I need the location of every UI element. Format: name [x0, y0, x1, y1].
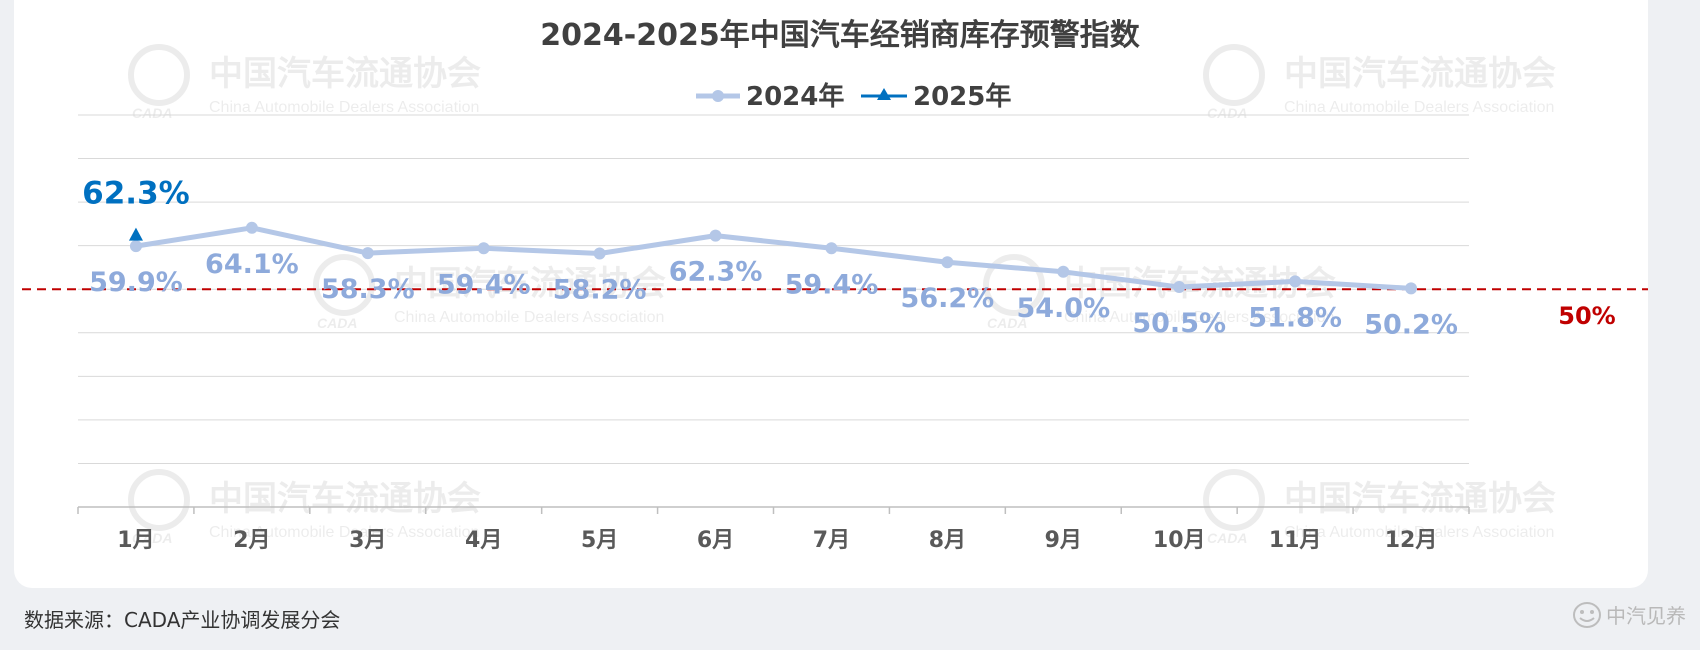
x-tick-label: 4月 — [465, 528, 502, 553]
watermark-en: China Automobile Dealers Association — [209, 524, 479, 541]
watermark-cn: 中国汽车流通协会 — [209, 54, 481, 94]
series-2024-point — [1057, 265, 1070, 278]
brand-text: 中汽见养 — [1606, 604, 1686, 628]
series-2024-point — [1173, 281, 1186, 294]
x-tick-label: 5月 — [581, 528, 618, 553]
series-2024-point — [129, 240, 142, 253]
x-tick-label: 3月 — [349, 528, 386, 553]
watermark-logo-icon — [313, 254, 375, 316]
watermark-cn: 中国汽车流通协会 — [394, 264, 666, 304]
series-2025-point — [128, 227, 143, 241]
series-2024-point — [245, 221, 258, 234]
legend-item-2025: 2025年 — [861, 81, 1011, 112]
watermark-cn: 中国汽车流通协会 — [1284, 479, 1556, 519]
watermark-logo-text: CADA — [132, 530, 172, 546]
x-tick-label: 2月 — [233, 528, 270, 553]
series-2024-data-label: 64.1% — [205, 249, 299, 280]
series-2024-data-label: 51.8% — [1248, 302, 1342, 333]
series-2024-data-label: 50.5% — [1132, 308, 1226, 339]
x-tick-label: 11月 — [1269, 528, 1322, 553]
series-layer — [128, 221, 1418, 295]
legend: 2024年 2025年 — [696, 81, 1011, 112]
legend-item-2024: 2024年 — [696, 81, 844, 112]
x-tick-label: 6月 — [697, 528, 734, 553]
x-tick-label: 1月 — [117, 528, 154, 553]
x-tick-label: 12月 — [1385, 528, 1438, 553]
watermark-en: China Automobile Dealers Association — [209, 99, 479, 116]
watermark-logo-text: CADA — [1207, 105, 1247, 121]
chart-card: 中国汽车流通协会 China Automobile Dealers Associa… — [14, 0, 1648, 588]
series-2024-data-label: 59.4% — [437, 269, 531, 300]
watermark-en: China Automobile Dealers Association — [394, 309, 664, 326]
x-axis: 1月 2月 3月 4月 5月 6月 7月 8月 9月 10月 11月 12月 — [77, 506, 1470, 553]
watermark-en: China Automobile Dealers Association — [1284, 99, 1554, 116]
watermark-logo-text: CADA — [132, 105, 172, 121]
watermark-cn: 中国汽车流通协会 — [209, 479, 481, 519]
series-2024-point — [593, 247, 606, 260]
watermark: 中国汽车流通协会 China Automobile Dealers Associa… — [313, 254, 666, 331]
series-2024-point — [477, 242, 490, 255]
chart-title: 2024-2025年中国汽车经销商库存预警指数 — [540, 18, 1140, 53]
series-2024-data-label: 56.2% — [901, 283, 995, 314]
series-2024-data-label: 59.9% — [89, 267, 183, 298]
smiley-logo-icon — [1573, 601, 1601, 628]
series-2024-point — [361, 247, 374, 260]
series-2024-point — [1289, 275, 1302, 288]
legend-2025-marker — [877, 88, 891, 100]
watermark-en: China Automobile Dealers Association — [1284, 524, 1554, 541]
x-tick-label: 8月 — [929, 528, 966, 553]
brand-mark: 中汽见养 — [1572, 600, 1686, 629]
series-2024-point — [825, 242, 838, 255]
x-tick-label: 7月 — [813, 528, 850, 553]
series-2024-point — [941, 256, 954, 269]
threshold-label: 50% — [1558, 302, 1615, 330]
series-2024-data-label: 50.2% — [1364, 309, 1458, 340]
watermark-logo-icon — [1203, 469, 1265, 531]
watermark: 中国汽车流通协会 China Automobile Dealers Associa… — [128, 469, 481, 546]
watermark: 中国汽车流通协会 China Automobile Dealers Associa… — [128, 44, 481, 121]
series-2024-data-label: 58.3% — [321, 274, 415, 305]
watermark-en: China Automobile Dealers Association — [1064, 309, 1334, 326]
series-2024-data-label: 54.0% — [1016, 293, 1110, 324]
watermark-logo-icon — [983, 254, 1045, 316]
watermark-logo-text: CADA — [317, 315, 357, 331]
watermark-layer: 中国汽车流通协会 China Automobile Dealers Associa… — [128, 44, 1556, 546]
watermark-logo-icon — [1203, 44, 1265, 106]
series-2024-data-label: 58.2% — [553, 275, 647, 306]
series-2024-line — [135, 225, 1412, 291]
watermark-logo-text: CADA — [987, 315, 1027, 331]
watermark: 中国汽车流通协会 China Automobile Dealers Associa… — [1203, 469, 1556, 546]
watermark-logo-text: CADA — [1207, 530, 1247, 546]
series-2024-data-label: 59.4% — [785, 269, 879, 300]
watermark-logo-icon — [128, 469, 190, 531]
line-chart: 中国汽车流通协会 China Automobile Dealers Associa… — [22, 18, 1648, 553]
data-source-note: 数据来源：CADA产业协调发展分会 — [24, 608, 341, 632]
series-2024-point — [709, 229, 722, 242]
series-2024-point — [1405, 282, 1418, 295]
watermark: 中国汽车流通协会 China Automobile Dealers Associa… — [1203, 44, 1556, 121]
watermark-logo-icon — [128, 44, 190, 106]
series-2024-data-label: 62.3% — [669, 257, 763, 288]
legend-2025-label: 2025年 — [913, 81, 1011, 112]
watermark-cn: 中国汽车流通协会 — [1284, 54, 1556, 94]
x-tick-label: 10月 — [1153, 528, 1206, 553]
x-tick-label: 9月 — [1045, 528, 1082, 553]
series-2025-data-label: 62.3% — [82, 176, 190, 212]
legend-2024-marker — [712, 90, 724, 102]
legend-2024-label: 2024年 — [746, 81, 844, 112]
data-labels: 59.9% 64.1% 58.3% 59.4% 58.2% 62.3% 59.4% 56.2%… — [82, 176, 1458, 341]
threshold-line: 50% — [22, 288, 1648, 330]
